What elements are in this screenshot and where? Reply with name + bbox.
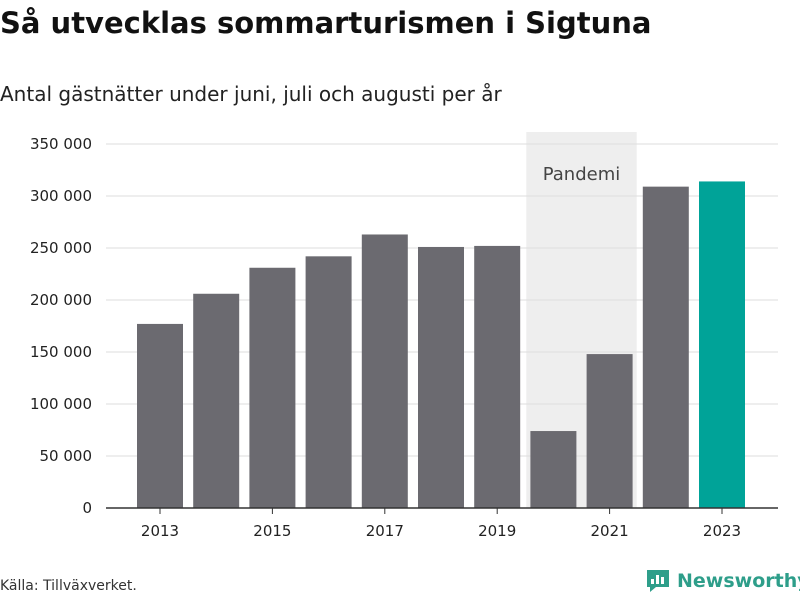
y-tick-label: 150 000 xyxy=(30,343,92,361)
x-tick-label: 2013 xyxy=(141,522,179,540)
y-tick-label: 200 000 xyxy=(30,291,92,309)
chart-title: Så utvecklas sommarturismen i Sigtuna xyxy=(0,6,652,40)
newsworthy-logo: Newsworthy xyxy=(645,568,800,594)
bar-2019 xyxy=(474,245,521,509)
bar-2013 xyxy=(137,323,183,508)
bar-2016 xyxy=(305,256,352,508)
chart-subtitle: Antal gästnätter under juni, juli och au… xyxy=(0,82,502,106)
x-tick-label: 2019 xyxy=(478,522,516,540)
y-tick-label: 50 000 xyxy=(40,447,93,465)
brand-name: Newsworthy xyxy=(677,570,800,592)
bar-2017 xyxy=(361,234,408,509)
bar-2022 xyxy=(642,186,689,508)
bar-2014 xyxy=(193,293,240,508)
x-tick-label: 2017 xyxy=(366,522,404,540)
bar-2015 xyxy=(249,267,296,508)
bar-2018 xyxy=(418,246,464,508)
x-tick-label: 2015 xyxy=(253,522,291,540)
bar-2020 xyxy=(530,431,577,508)
x-tick-label: 2021 xyxy=(591,522,629,540)
x-tick-label: 2023 xyxy=(703,522,741,540)
y-tick-label: 350 000 xyxy=(30,135,92,153)
y-tick-label: 100 000 xyxy=(30,395,92,413)
y-tick-label: 250 000 xyxy=(30,239,92,257)
y-tick-label: 0 xyxy=(82,499,92,517)
pandemic-label: Pandemi xyxy=(543,164,621,185)
y-tick-label: 300 000 xyxy=(30,187,92,205)
source-note: Källa: Tillväxverket. xyxy=(0,578,137,594)
bar-2023 xyxy=(699,181,745,508)
bar-2021 xyxy=(586,354,633,508)
bar-chart-logo-icon xyxy=(647,570,669,592)
